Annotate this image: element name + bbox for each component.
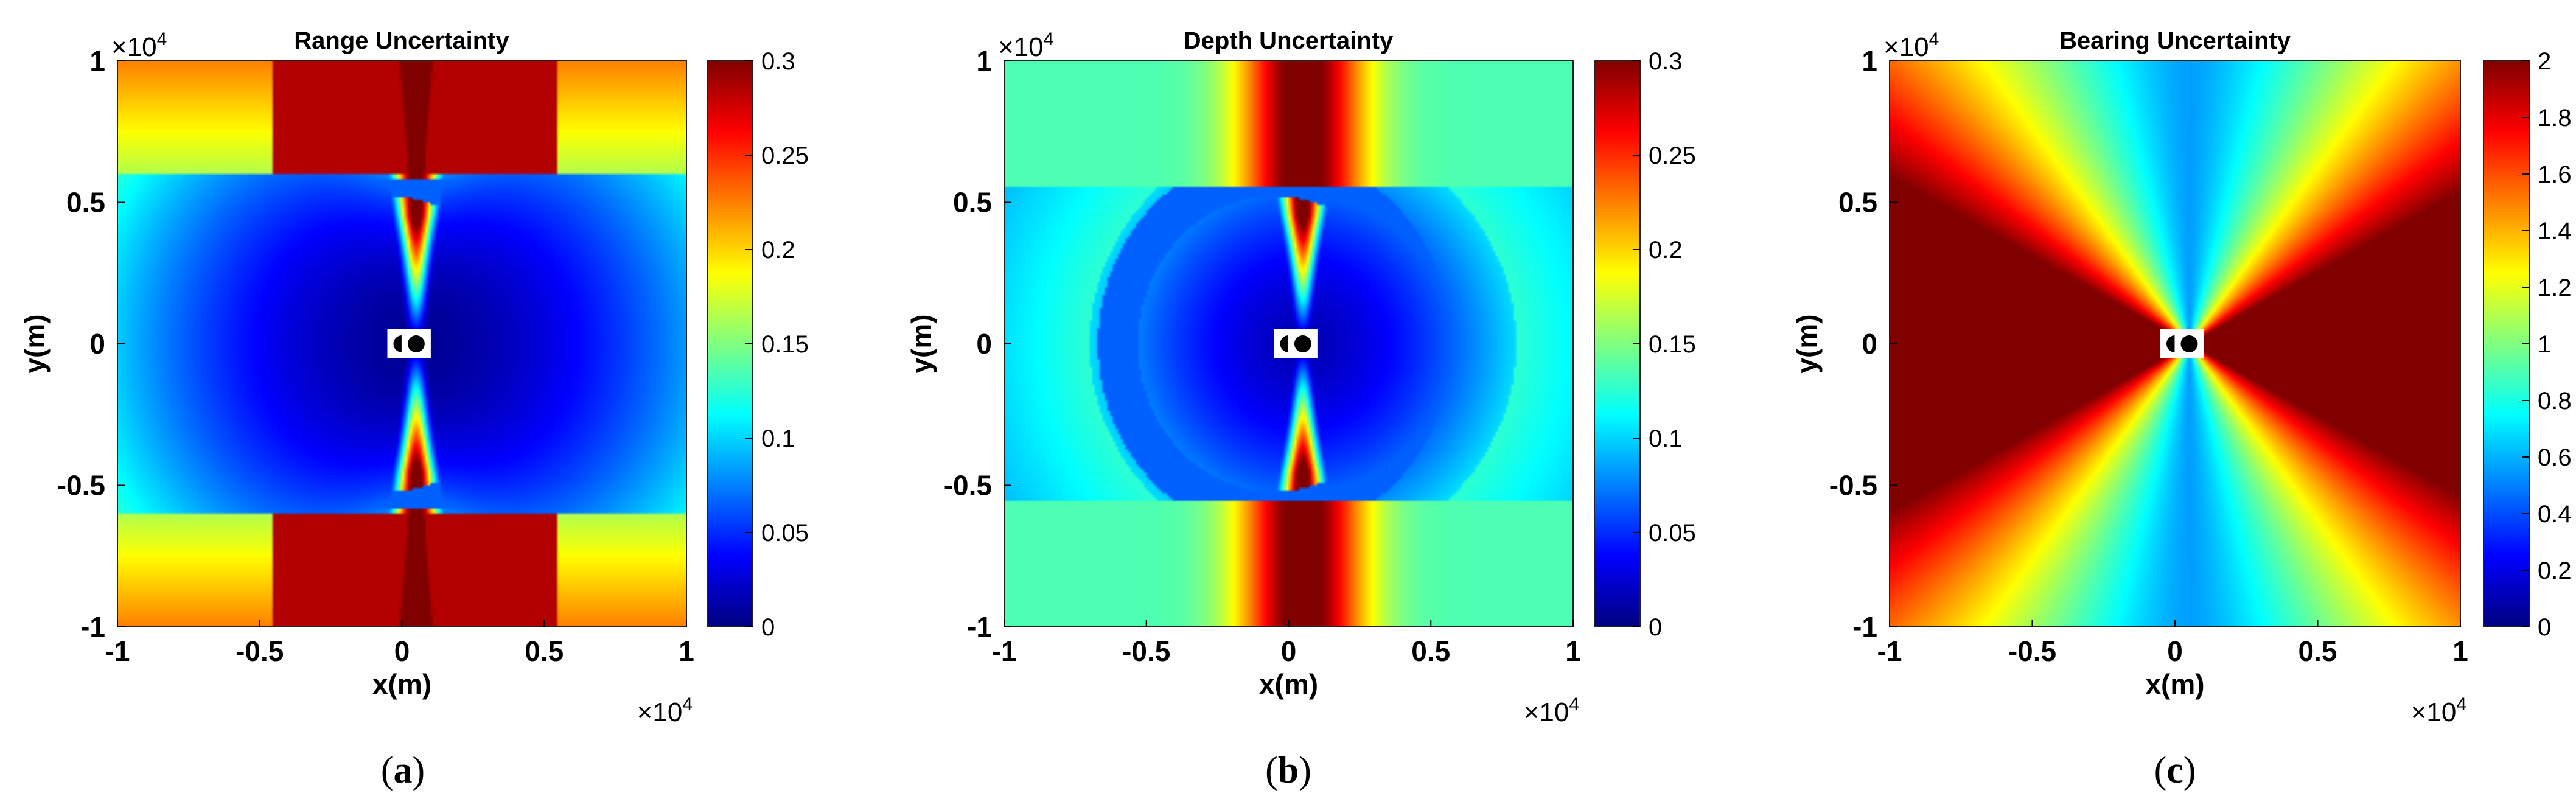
colorbar-tick-label: 0.15 — [1649, 331, 1696, 358]
colorbar-tick-label: 0 — [1649, 614, 1662, 641]
y-axis-label: y(m) — [19, 314, 51, 373]
y-tick-label: 0.5 — [66, 187, 105, 218]
chart-title: Depth Uncertainty — [1184, 27, 1394, 54]
x-axis-label: x(m) — [2145, 668, 2204, 700]
y-tick-label: 1 — [976, 45, 992, 77]
colorbar-tick-label: 1.4 — [2538, 218, 2572, 245]
x-axis-label: x(m) — [372, 668, 431, 700]
colorbar-tick-label: 0.4 — [2538, 501, 2572, 528]
x-tick-label: 0 — [394, 635, 410, 667]
y-axis-exponent: ×104 — [1883, 29, 1939, 62]
y-tick-label: 0 — [89, 328, 105, 360]
y-axis-label: y(m) — [906, 314, 937, 373]
colorbar-tick-label: 0.15 — [761, 331, 809, 358]
chart-title: Range Uncertainty — [294, 27, 509, 54]
y-tick-label: -1 — [967, 611, 992, 643]
caption-b: (b) — [1265, 750, 1311, 791]
chart-title: Bearing Uncertainty — [2059, 27, 2291, 54]
x-tick-label: 0.5 — [2299, 635, 2337, 667]
colorbar — [1594, 60, 1641, 627]
colorbar-tick-label: 1.2 — [2538, 274, 2572, 301]
colorbar-tick-label: 0.05 — [1649, 520, 1696, 546]
colorbar-tick-label: 0.8 — [2538, 388, 2572, 414]
y-tick-label: -1 — [1852, 611, 1877, 643]
x-tick-label: -1 — [1877, 635, 1902, 667]
y-tick-label: 1 — [89, 45, 105, 77]
x-tick-label: -1 — [992, 635, 1017, 667]
colorbar-tick-label: 0.2 — [1649, 237, 1683, 264]
colorbar-tick-label: 1.6 — [2538, 161, 2572, 188]
colorbar-tick-label: 1 — [2538, 331, 2551, 358]
panel-2: Depth Uncertainty-1 -0.5 0 0.5 1-1-0.500.51 ×… — [906, 27, 1696, 727]
y-tick-label: 0.5 — [953, 187, 992, 218]
x-tick-label: 1 — [1565, 635, 1581, 667]
panel-3: Bearing Uncertainty -1 -0.5 0 0.5 1 -1 -0.5 0 0.5… — [1791, 27, 2572, 727]
y-tick-label: 1 — [1862, 45, 1877, 77]
x-tick-label: 0.5 — [1411, 635, 1450, 667]
x-tick-label: 1 — [679, 635, 694, 667]
x-tick-label: -0.5 — [1122, 635, 1170, 667]
y-tick-label: -0.5 — [944, 470, 992, 501]
x-tick-label: -1 — [105, 635, 130, 667]
x-axis-exponent: ×104 — [1524, 694, 1579, 727]
sensor-marker — [1294, 335, 1311, 352]
y-axis-label: y(m) — [1791, 314, 1823, 373]
colorbar-tick-label: 0.05 — [761, 520, 809, 546]
y-tick-label: -1 — [80, 611, 105, 643]
colorbar-tick-label: 1.8 — [2538, 105, 2572, 131]
colorbar-tick-label: 0.3 — [1649, 48, 1683, 75]
sensor-marker — [2180, 335, 2198, 352]
x-tick-label: -0.5 — [2008, 635, 2056, 667]
x-axis-label: x(m) — [1259, 668, 1318, 700]
colorbar-tick-label: 0.6 — [2538, 444, 2572, 471]
x-tick-label: -0.5 — [236, 635, 284, 667]
x-tick-label: 0.5 — [525, 635, 564, 667]
colorbar-tick-label: 0.25 — [1649, 142, 1696, 169]
colorbar — [2483, 60, 2530, 627]
y-tick-label: -0.5 — [1829, 470, 1877, 501]
colorbar-tick-label: 0 — [2538, 614, 2551, 641]
x-axis-exponent: ×104 — [2411, 694, 2466, 727]
colorbar-tick-label: 0 — [761, 614, 775, 641]
y-axis-exponent: ×104 — [111, 29, 167, 62]
x-tick-label: 1 — [2452, 635, 2468, 667]
colorbar-tick-label: 0.1 — [1649, 425, 1683, 452]
colorbar — [707, 60, 753, 627]
x-tick-label: 0 — [2167, 635, 2183, 667]
y-tick-label: 0 — [976, 328, 992, 360]
y-axis-exponent: ×104 — [998, 29, 1053, 62]
x-tick-label: 0 — [1281, 635, 1297, 667]
y-tick-label: 0 — [1862, 328, 1877, 360]
panel-1: Range Uncertainty-1 -0.5 0 0.5 1-1-0.500.51 ×… — [19, 27, 809, 727]
colorbar-tick-label: 0.2 — [2538, 557, 2572, 584]
caption-a: (a) — [381, 750, 425, 791]
colorbar-tick-label: 0.3 — [761, 48, 795, 75]
y-tick-label: -0.5 — [57, 470, 105, 501]
caption-c: (c) — [2154, 750, 2196, 791]
sensor-marker — [407, 335, 425, 352]
y-tick-label: 0.5 — [1838, 187, 1877, 218]
colorbar-tick-label: 0.2 — [761, 237, 795, 264]
colorbar-tick-label: 0.1 — [761, 425, 795, 452]
x-axis-exponent: ×104 — [637, 694, 693, 727]
colorbar-tick-label: 0.25 — [761, 142, 809, 169]
colorbar-tick-label: 2 — [2538, 48, 2551, 75]
